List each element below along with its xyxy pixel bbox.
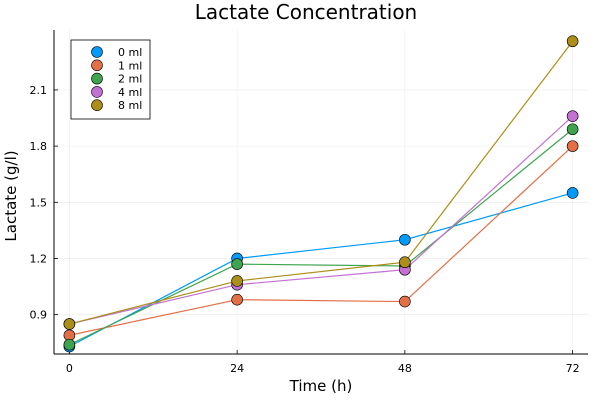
data-point [566, 110, 579, 122]
x-tick-label: 48 [398, 362, 412, 375]
legend-marker [91, 46, 103, 58]
series-line-1 [69, 145, 574, 336]
data-point [399, 256, 411, 269]
legend-label: 8 ml [118, 99, 142, 112]
data-point [63, 318, 76, 330]
y-tick-label: 1.2 [30, 252, 48, 265]
legend-marker [91, 86, 103, 98]
y-tick-labels: 0.9 1.2 1.5 1.8 2.1 [30, 84, 48, 322]
x-tick-label: 0 [66, 362, 73, 375]
legend-marker [91, 72, 103, 85]
x-axis-label: Time (h) [289, 377, 353, 395]
y-tick-label: 1.5 [30, 196, 48, 209]
data-point [566, 187, 579, 199]
data-point [399, 233, 411, 246]
y-tick-label: 0.9 [30, 309, 48, 322]
legend-label: 1 ml [118, 59, 142, 72]
data-point [231, 275, 243, 287]
data-point [566, 123, 579, 136]
data-point [566, 140, 579, 152]
data-point [63, 338, 76, 351]
y-axis-label: Lactate (g/l) [2, 150, 20, 241]
legend: 0 ml1 ml2 ml4 ml8 ml [70, 39, 151, 120]
data-point [399, 295, 411, 308]
legend-label: 0 ml [118, 46, 142, 59]
x-tick-label: 72 [566, 362, 580, 375]
legend-label: 4 ml [118, 86, 142, 99]
y-tick-label: 1.8 [30, 140, 48, 153]
legend-marker [91, 99, 103, 111]
legend-marker [91, 59, 103, 72]
y-tick-label: 2.1 [30, 84, 48, 97]
series-line-4 [69, 40, 574, 325]
data-point [231, 293, 243, 306]
grid [54, 30, 588, 354]
data-point [231, 258, 243, 270]
data-point [566, 35, 579, 48]
axes [53, 30, 588, 355]
series-layer [63, 35, 579, 353]
x-tick-labels: 0 24 48 72 [66, 362, 580, 375]
legend-box [70, 39, 151, 120]
x-tick-label: 24 [230, 362, 244, 375]
legend-label: 2 ml [118, 73, 142, 86]
chart-title: Lactate Concentration [195, 0, 417, 24]
series-line-3 [69, 115, 574, 325]
series-line-2 [69, 128, 574, 346]
